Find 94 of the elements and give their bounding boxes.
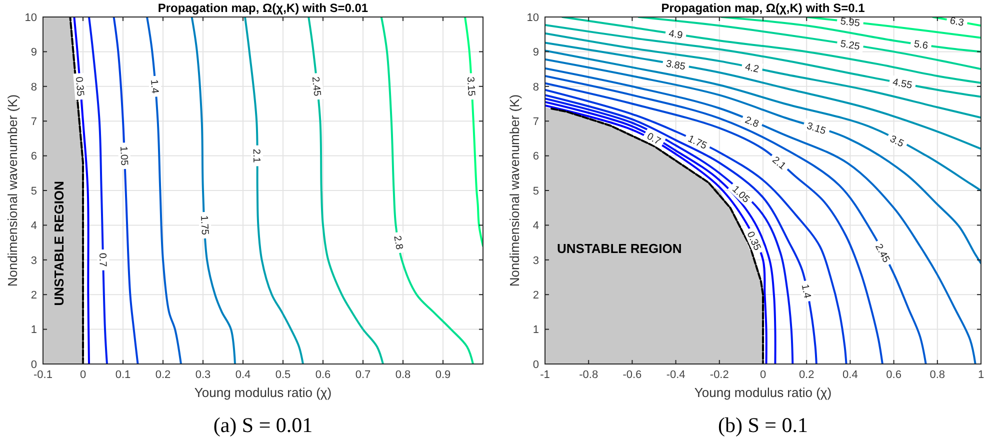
text: 2.1 — [770, 154, 788, 172]
line-series — [545, 42, 981, 150]
text: 2.8 — [391, 234, 404, 251]
x-tick-label: 0.4 — [235, 369, 251, 381]
x-tick-label: -0.1 — [34, 369, 52, 381]
x-tick-label: -0.4 — [666, 369, 686, 381]
y-tick-label: 3 — [532, 254, 539, 267]
text: 3.85 — [665, 58, 687, 73]
y-tick-label: 6 — [30, 150, 37, 163]
y-tick-label: 8 — [532, 81, 539, 94]
line-series — [720, 17, 981, 53]
x-tick-label: 0 — [80, 369, 86, 381]
chart-title: Propagation map, Ω(χ,K) with S=0.01 — [158, 1, 368, 15]
x-axis-title: Young modulus ratio (χ) — [194, 385, 332, 400]
text: 1.75 — [198, 215, 210, 236]
x-tick-label: 0.1 — [115, 369, 131, 381]
x-tick-label: -1 — [540, 369, 550, 381]
text: 6.3 — [949, 16, 966, 30]
y-tick-label: 9 — [532, 46, 539, 59]
text: 3.15 — [805, 120, 828, 138]
x-tick-label: 0.8 — [930, 369, 946, 381]
x-tick-label: 0.2 — [155, 369, 171, 381]
y-tick-label: 5 — [30, 185, 37, 198]
text: 4.2 — [744, 62, 760, 76]
y-tick-label: 9 — [30, 46, 37, 59]
text: 2.45 — [872, 242, 892, 265]
y-tick-label: 3 — [30, 254, 37, 267]
y-axis-title: Nondimensional wavenumber (K) — [507, 94, 522, 287]
annotation: UNSTABLE REGION — [557, 241, 682, 256]
text: 1.05 — [730, 184, 752, 206]
text: 4.9 — [668, 28, 684, 42]
y-tick-label: 8 — [30, 81, 37, 94]
text: 2.8 — [743, 114, 761, 130]
line-series — [146, 17, 182, 364]
line-series — [244, 17, 304, 364]
text: 3.15 — [464, 76, 476, 97]
line-series — [638, 17, 981, 70]
y-tick-label: 10 — [526, 12, 539, 24]
x-tick-label: -0.8 — [579, 369, 598, 381]
x-tick-label: 1 — [978, 369, 984, 381]
line-series — [112, 17, 139, 364]
line-series — [380, 17, 474, 364]
x-tick-label: -0.6 — [622, 369, 642, 381]
y-tick-label: 1 — [532, 324, 539, 336]
x-tick-label: -0.2 — [710, 369, 729, 381]
text: 2.45 — [309, 76, 322, 98]
x-tick-label: 0.2 — [798, 369, 814, 381]
y-tick-label: 0 — [30, 358, 37, 371]
y-tick-label: 6 — [532, 150, 539, 163]
line-series — [545, 58, 981, 264]
x-tick-label: 0.6 — [886, 369, 902, 381]
text: 1.4 — [148, 79, 160, 94]
y-tick-label: 7 — [30, 116, 37, 128]
line-series — [88, 17, 108, 364]
y-tick-label: 1 — [30, 324, 37, 336]
x-tick-label: 0.8 — [395, 369, 411, 381]
x-axis-title: Young modulus ratio (χ) — [694, 385, 832, 400]
text: (b) S = 0.1 — [718, 413, 808, 437]
text: 1.75 — [686, 134, 709, 152]
y-tick-label: 10 — [24, 12, 37, 24]
y-tick-label: 4 — [532, 220, 539, 232]
y-tick-label: 2 — [30, 289, 37, 302]
text: 0.7 — [96, 252, 108, 268]
y-tick-label: 7 — [532, 116, 539, 128]
y-tick-label: 2 — [532, 289, 539, 302]
y-tick-label: 0 — [532, 358, 539, 371]
text: 4.55 — [892, 77, 914, 92]
annotation: UNSTABLE REGION — [52, 181, 67, 306]
y-tick-label: 4 — [30, 220, 37, 232]
x-tick-label: 0.5 — [275, 369, 291, 381]
text: 0.35 — [744, 230, 763, 253]
x-tick-label: 0.6 — [315, 369, 331, 381]
text: 5.6 — [913, 38, 929, 52]
text: 5.25 — [840, 38, 861, 53]
text: 5.95 — [840, 16, 861, 30]
text: 0.7 — [644, 131, 663, 148]
line-series — [190, 17, 236, 364]
y-tick-label: 5 — [532, 185, 539, 198]
text: 3.5 — [888, 134, 906, 150]
text: (a) S = 0.01 — [213, 413, 313, 437]
text: 1.05 — [118, 146, 130, 166]
x-tick-label: 0.3 — [195, 369, 211, 381]
line-series — [464, 17, 483, 248]
line-series — [73, 17, 90, 364]
x-tick-label: 0.4 — [842, 369, 858, 381]
y-axis-title: Nondimensional wavenumber (K) — [5, 94, 20, 287]
chart-title: Propagation map, Ω(χ,K) with S=0.1 — [661, 1, 866, 15]
x-tick-label: 0.7 — [355, 369, 371, 381]
x-tick-label: 0.9 — [435, 369, 451, 381]
text: 2.1 — [250, 148, 262, 164]
line-series — [308, 17, 384, 364]
text: 1.4 — [798, 283, 813, 300]
text: 0.35 — [72, 76, 86, 98]
x-tick-label: 0 — [760, 369, 766, 381]
